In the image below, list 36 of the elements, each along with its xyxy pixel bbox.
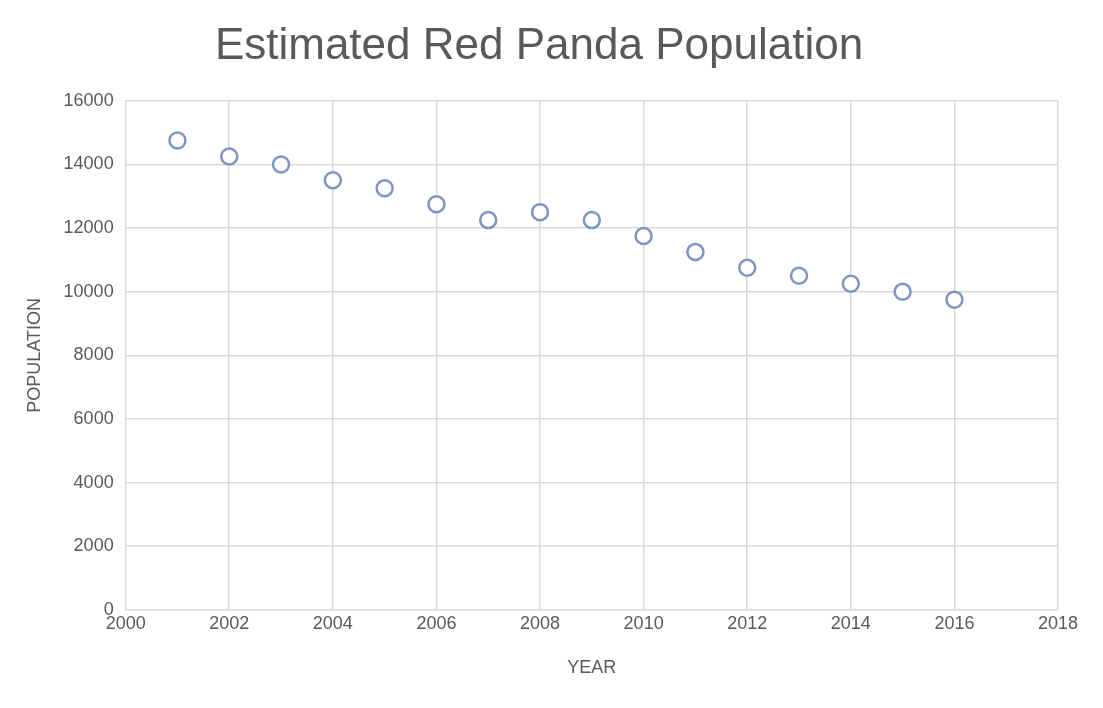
x-tick-label: 2014 <box>830 612 871 633</box>
y-tick-label: 2000 <box>73 535 114 556</box>
x-tick-label: 2010 <box>623 612 664 633</box>
y-tick-label: 12000 <box>63 217 114 238</box>
chart-title: Estimated Red Panda Population <box>214 18 864 68</box>
point <box>737 258 757 278</box>
point <box>686 242 705 262</box>
point <box>582 210 602 230</box>
point <box>271 155 291 174</box>
x-tick-label: 2016 <box>934 612 975 633</box>
point <box>634 226 653 246</box>
x-tick-label: 2008 <box>520 612 561 633</box>
point <box>893 282 912 301</box>
y-tick-label: 14000 <box>63 153 114 174</box>
point <box>530 202 550 222</box>
point <box>168 131 187 150</box>
point <box>841 274 861 293</box>
y-tick-label: 10000 <box>63 280 114 301</box>
x-tick-label: 2002 <box>209 612 250 633</box>
point <box>945 290 964 309</box>
x-axis-title: YEAR <box>567 657 617 678</box>
y-axis-title: POPULATION <box>23 297 44 413</box>
y-tick-label: 8000 <box>73 344 114 365</box>
point <box>789 266 809 286</box>
x-tick-label: 2004 <box>312 612 353 633</box>
x-tick-label: 2006 <box>416 612 457 633</box>
point <box>375 179 394 198</box>
x-tick-label: 2018 <box>1037 612 1079 633</box>
y-tick-label: 4000 <box>73 471 114 492</box>
point <box>220 147 239 166</box>
y-tick-label: 16000 <box>63 89 114 110</box>
point <box>427 194 446 214</box>
y-tick-label: 6000 <box>73 407 114 428</box>
point <box>323 171 343 190</box>
x-tick-label: 2012 <box>727 612 768 633</box>
point <box>478 210 498 230</box>
